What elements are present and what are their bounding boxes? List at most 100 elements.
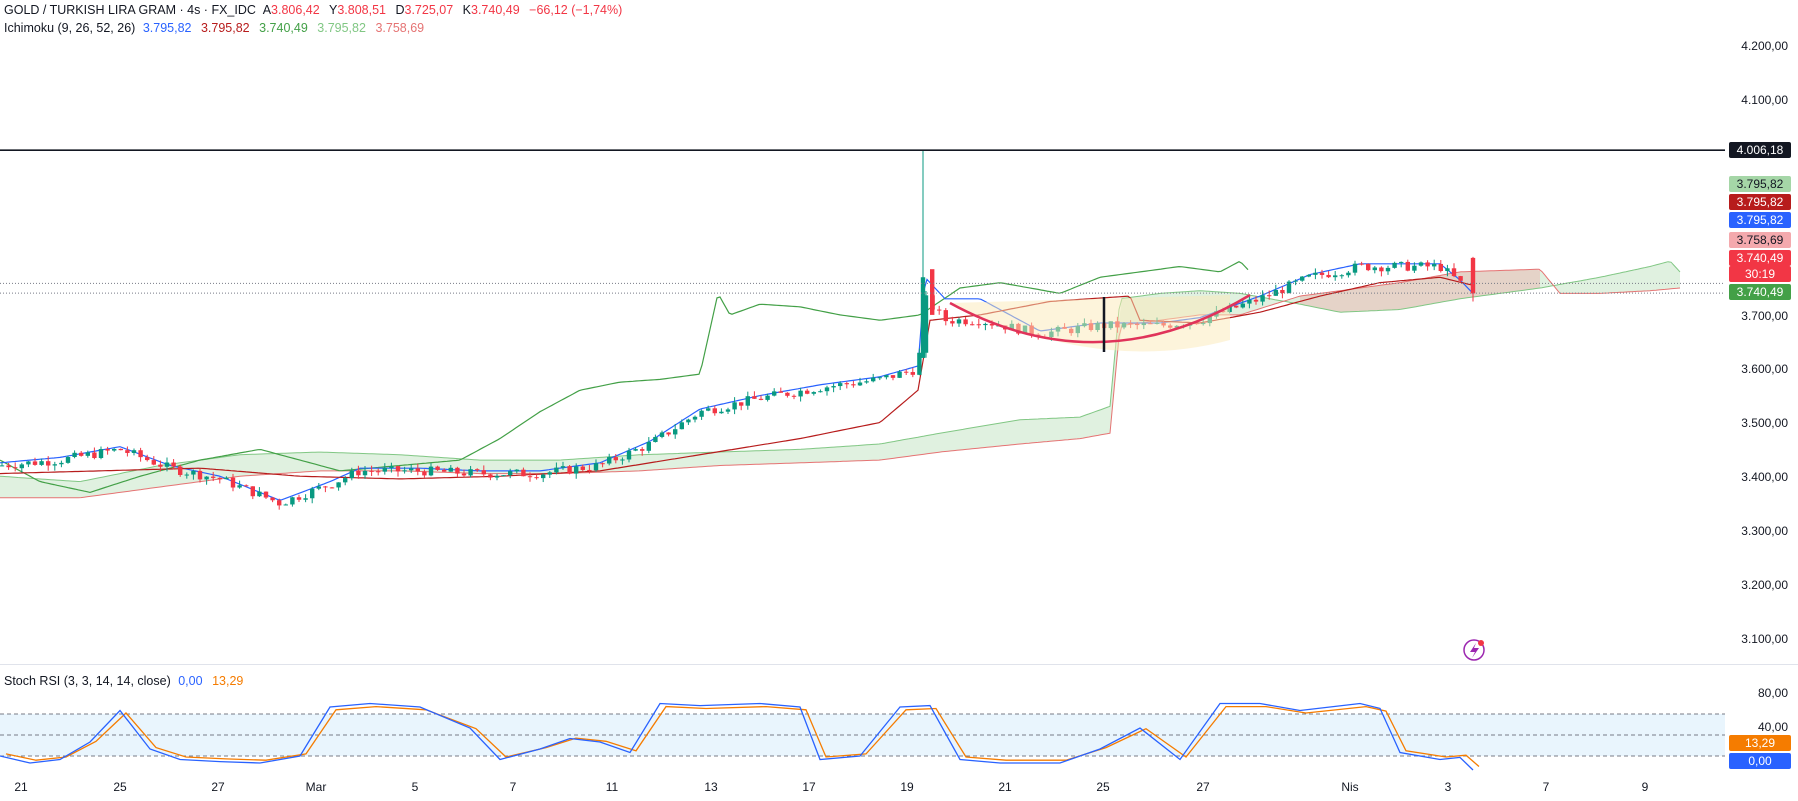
candle-body bbox=[1458, 276, 1463, 281]
candle-body bbox=[659, 432, 665, 437]
candle-body bbox=[963, 319, 968, 325]
candle-body bbox=[422, 471, 427, 476]
candle-body bbox=[138, 450, 143, 458]
candle-body bbox=[72, 452, 77, 458]
candle-body bbox=[910, 372, 915, 375]
candle-body bbox=[1451, 268, 1457, 277]
candle-body bbox=[46, 461, 51, 466]
senkou-b-badge: 3.758,69 bbox=[1729, 232, 1791, 248]
rounding-bottom-annotation bbox=[949, 293, 1485, 661]
candle-body bbox=[1372, 267, 1377, 271]
ichimoku-legend: Ichimoku (9, 26, 52, 26) 3.795,82 3.795,… bbox=[4, 21, 430, 35]
candle-body bbox=[369, 470, 374, 472]
candle-body bbox=[356, 470, 361, 476]
candle-body bbox=[686, 419, 691, 423]
pane-divider bbox=[0, 664, 1798, 665]
candle-body bbox=[435, 466, 440, 470]
candle-body bbox=[1280, 289, 1285, 294]
senkou-a-badge: 3.795,82 bbox=[1729, 176, 1791, 192]
candle-body bbox=[382, 468, 387, 472]
candle-body bbox=[1234, 305, 1239, 308]
candle-body bbox=[1418, 262, 1424, 266]
stoch-tick: 40,00 bbox=[1757, 720, 1788, 734]
candle-body bbox=[389, 466, 394, 469]
candle-body bbox=[1306, 274, 1311, 277]
last-candle-body bbox=[1470, 257, 1476, 294]
candle-body bbox=[178, 466, 183, 475]
candle-body bbox=[468, 469, 473, 476]
price-tick: 3.100,00 bbox=[1741, 632, 1788, 646]
candle-body bbox=[237, 485, 242, 488]
candle-body bbox=[937, 309, 942, 311]
candle-body bbox=[501, 475, 506, 477]
candle-body bbox=[1359, 263, 1364, 265]
candle-body bbox=[409, 468, 414, 471]
candle-body bbox=[428, 466, 434, 476]
stoch-d-badge: 13,29 bbox=[1729, 735, 1791, 751]
candle-body bbox=[494, 475, 500, 478]
candle-body bbox=[897, 371, 902, 378]
candle-body bbox=[587, 469, 592, 471]
reference-lines bbox=[0, 149, 1725, 294]
candle-body bbox=[593, 463, 599, 471]
candle-body bbox=[864, 381, 869, 383]
stoch-tick: 80,00 bbox=[1757, 686, 1788, 700]
tenkan-badge: 3.795,82 bbox=[1729, 212, 1791, 228]
candle-body bbox=[719, 411, 724, 414]
candle-body bbox=[59, 462, 64, 465]
candle-body bbox=[92, 452, 97, 459]
candle-body bbox=[349, 470, 354, 479]
candle-body bbox=[633, 449, 638, 451]
candle-body bbox=[475, 469, 480, 471]
price-tick: 3.400,00 bbox=[1741, 470, 1788, 484]
candle-body bbox=[791, 395, 797, 397]
price-tick: 3.700,00 bbox=[1741, 309, 1788, 323]
candle-body bbox=[904, 371, 909, 373]
candle-body bbox=[145, 457, 150, 461]
candle-body bbox=[950, 321, 955, 324]
candle-body bbox=[580, 466, 585, 470]
price-tick: 4.100,00 bbox=[1741, 93, 1788, 107]
candle-body bbox=[277, 500, 282, 506]
candle-body bbox=[917, 352, 922, 375]
candle-body bbox=[626, 450, 632, 460]
price-tick: 4.200,00 bbox=[1741, 39, 1788, 53]
spike-body bbox=[920, 277, 926, 358]
candle-body bbox=[1392, 262, 1397, 268]
high-line-badge: 4.006,18 bbox=[1729, 142, 1791, 158]
candle-body bbox=[745, 396, 750, 406]
candle-body bbox=[1319, 272, 1325, 275]
candle-body bbox=[844, 383, 849, 385]
candle-body bbox=[666, 432, 671, 435]
candle-body bbox=[871, 377, 876, 382]
ohlc-open-label: A bbox=[262, 3, 272, 17]
time-tick: 9 bbox=[1641, 780, 1649, 794]
candle-body bbox=[976, 324, 981, 326]
candle-body bbox=[112, 448, 117, 451]
candle-body bbox=[79, 452, 84, 456]
stoch-title: Stoch RSI (3, 3, 14, 14, close) bbox=[4, 674, 171, 688]
candle-body bbox=[739, 402, 744, 406]
time-tick: 7 bbox=[509, 780, 517, 794]
time-tick: Mar bbox=[305, 780, 327, 794]
stoch-d-line bbox=[5, 705, 1480, 767]
candle-body bbox=[125, 450, 130, 453]
candle-body bbox=[1326, 274, 1331, 278]
candle-body bbox=[725, 409, 731, 412]
candle-body bbox=[514, 469, 519, 472]
price-tick: 3.200,00 bbox=[1741, 578, 1788, 592]
time-tick: 27 bbox=[211, 780, 225, 794]
candle-body bbox=[290, 497, 295, 505]
cloud-band bbox=[0, 261, 1680, 498]
candle-body bbox=[712, 408, 717, 414]
ohlc-high: 3.808,51 bbox=[337, 3, 386, 17]
candle-body bbox=[1385, 267, 1391, 272]
last-price-badge: 3.740,49 bbox=[1729, 250, 1791, 266]
lightning-icon bbox=[1463, 639, 1485, 661]
candle-body bbox=[415, 468, 420, 472]
candle-body bbox=[217, 477, 222, 480]
candle-body bbox=[1300, 276, 1305, 281]
candle-body bbox=[481, 470, 486, 475]
candle-body bbox=[85, 452, 90, 456]
